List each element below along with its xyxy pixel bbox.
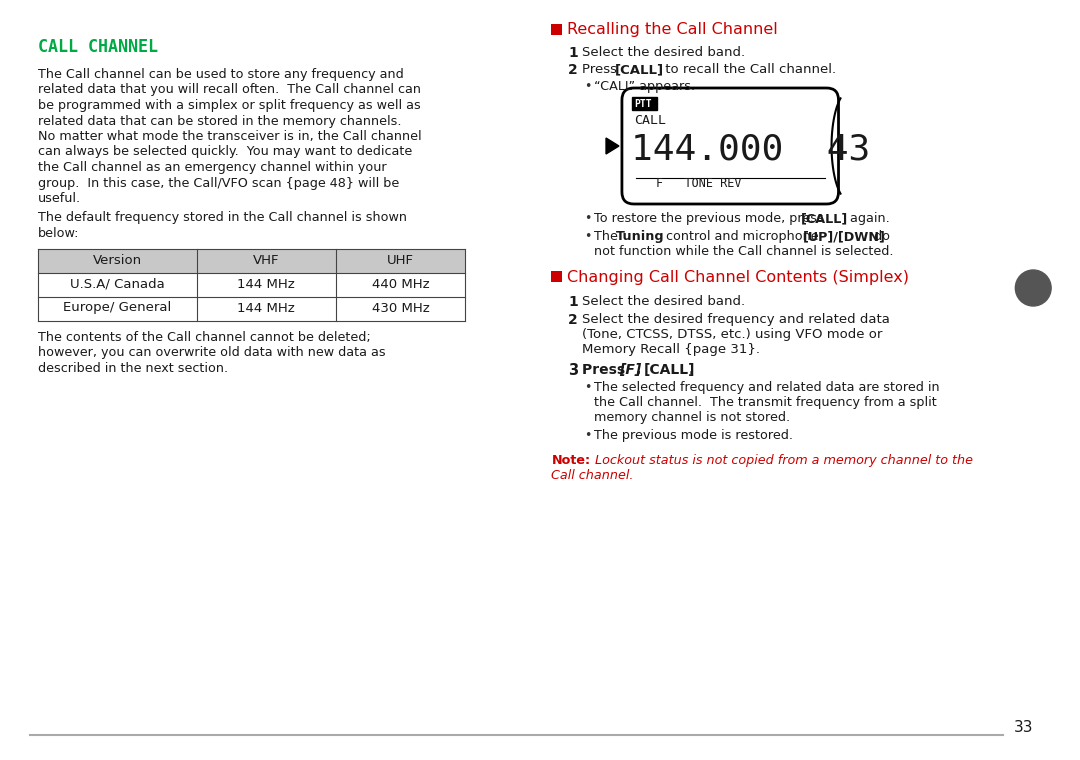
Text: 3: 3 [568, 363, 579, 378]
Text: [UP]/[DWN]: [UP]/[DWN] [802, 230, 886, 243]
Text: to recall the Call channel.: to recall the Call channel. [661, 63, 836, 76]
Text: CALL: CALL [634, 114, 666, 127]
FancyBboxPatch shape [552, 24, 563, 35]
Text: Changing Call Channel Contents (Simplex): Changing Call Channel Contents (Simplex) [567, 270, 909, 285]
Text: To restore the previous mode, press: To restore the previous mode, press [594, 212, 828, 225]
Text: VHF: VHF [253, 254, 280, 267]
Text: The contents of the Call channel cannot be deleted;: The contents of the Call channel cannot … [38, 331, 370, 344]
Text: .: . [688, 363, 693, 377]
Text: •: • [584, 381, 592, 394]
Text: •: • [584, 212, 592, 225]
Text: Select the desired band.: Select the desired band. [582, 46, 745, 59]
Text: 144 MHz: 144 MHz [238, 277, 295, 290]
Text: The Call channel can be used to store any frequency and: The Call channel can be used to store an… [38, 68, 404, 81]
Text: The default frequency stored in the Call channel is shown: The default frequency stored in the Call… [38, 211, 407, 224]
Text: be programmed with a simplex or split frequency as well as: be programmed with a simplex or split fr… [38, 99, 420, 112]
Text: useful.: useful. [38, 192, 81, 205]
Circle shape [1015, 270, 1051, 306]
Text: related data that you will recall often.  The Call channel can: related data that you will recall often.… [38, 84, 421, 97]
Text: the Call channel.  The transmit frequency from a split: the Call channel. The transmit frequency… [594, 396, 936, 409]
Text: Tuning: Tuning [616, 230, 664, 243]
Text: related data that can be stored in the memory channels.: related data that can be stored in the m… [38, 115, 402, 128]
Text: The previous mode is restored.: The previous mode is restored. [594, 429, 793, 442]
Text: 440 MHz: 440 MHz [372, 277, 429, 290]
Text: group.  In this case, the Call/VFO scan {page 48} will be: group. In this case, the Call/VFO scan {… [38, 176, 399, 189]
FancyBboxPatch shape [622, 88, 838, 204]
Text: No matter what mode the transceiver is in, the Call channel: No matter what mode the transceiver is i… [38, 130, 421, 143]
Text: below:: below: [38, 227, 79, 240]
Text: [F]: [F] [619, 363, 642, 377]
FancyBboxPatch shape [552, 271, 563, 282]
Text: do: do [870, 230, 890, 243]
Text: Call channel.: Call channel. [552, 469, 634, 482]
Text: 144 MHz: 144 MHz [238, 302, 295, 315]
Text: •: • [584, 429, 592, 442]
Text: F   TONE REV: F TONE REV [656, 177, 741, 190]
Text: [CALL]: [CALL] [644, 363, 696, 377]
FancyBboxPatch shape [632, 97, 657, 110]
Text: 1: 1 [568, 295, 578, 309]
Text: PTT: PTT [634, 99, 651, 109]
Text: 144.000  43: 144.000 43 [631, 132, 870, 166]
Text: Recalling the Call Channel: Recalling the Call Channel [567, 22, 778, 37]
Text: not function while the Call channel is selected.: not function while the Call channel is s… [594, 245, 893, 258]
Text: 430 MHz: 430 MHz [372, 302, 429, 315]
Text: •: • [584, 80, 592, 93]
Text: 2: 2 [568, 313, 578, 327]
Text: control and microphone: control and microphone [662, 230, 822, 243]
Text: Europe/ General: Europe/ General [63, 302, 172, 315]
Text: Note:: Note: [552, 454, 591, 467]
Text: Press: Press [582, 63, 621, 76]
Text: U.S.A/ Canada: U.S.A/ Canada [70, 277, 164, 290]
Text: Version: Version [93, 254, 141, 267]
Text: 7: 7 [1026, 278, 1040, 297]
Text: 1: 1 [568, 46, 578, 60]
Text: can always be selected quickly.  You may want to dedicate: can always be selected quickly. You may … [38, 145, 411, 159]
Text: “CALL” appears.: “CALL” appears. [594, 80, 696, 93]
Text: Press: Press [582, 363, 631, 377]
Text: described in the next section.: described in the next section. [38, 362, 228, 375]
Text: The: The [594, 230, 622, 243]
Text: [CALL]: [CALL] [800, 212, 848, 225]
Text: 33: 33 [1013, 720, 1032, 735]
Text: Select the desired frequency and related data: Select the desired frequency and related… [582, 313, 890, 326]
Text: however, you can overwrite old data with new data as: however, you can overwrite old data with… [38, 346, 386, 359]
Text: •: • [584, 230, 592, 243]
Text: (Tone, CTCSS, DTSS, etc.) using VFO mode or: (Tone, CTCSS, DTSS, etc.) using VFO mode… [582, 328, 882, 341]
Text: memory channel is not stored.: memory channel is not stored. [594, 411, 791, 424]
Text: PTT: PTT [634, 100, 652, 110]
Text: Select the desired band.: Select the desired band. [582, 295, 745, 308]
Text: UHF: UHF [387, 254, 414, 267]
Text: ,: , [636, 363, 646, 377]
Text: Lockout status is not copied from a memory channel to the: Lockout status is not copied from a memo… [588, 454, 973, 467]
Text: [CALL]: [CALL] [615, 63, 664, 76]
Text: 2: 2 [568, 63, 578, 77]
FancyBboxPatch shape [38, 249, 465, 273]
Text: Memory Recall {page 31}.: Memory Recall {page 31}. [582, 343, 760, 356]
Text: the Call channel as an emergency channel within your: the Call channel as an emergency channel… [38, 161, 387, 174]
Polygon shape [606, 138, 619, 154]
Text: The selected frequency and related data are stored in: The selected frequency and related data … [594, 381, 940, 394]
Text: CALL CHANNEL: CALL CHANNEL [38, 38, 158, 56]
Text: again.: again. [847, 212, 890, 225]
